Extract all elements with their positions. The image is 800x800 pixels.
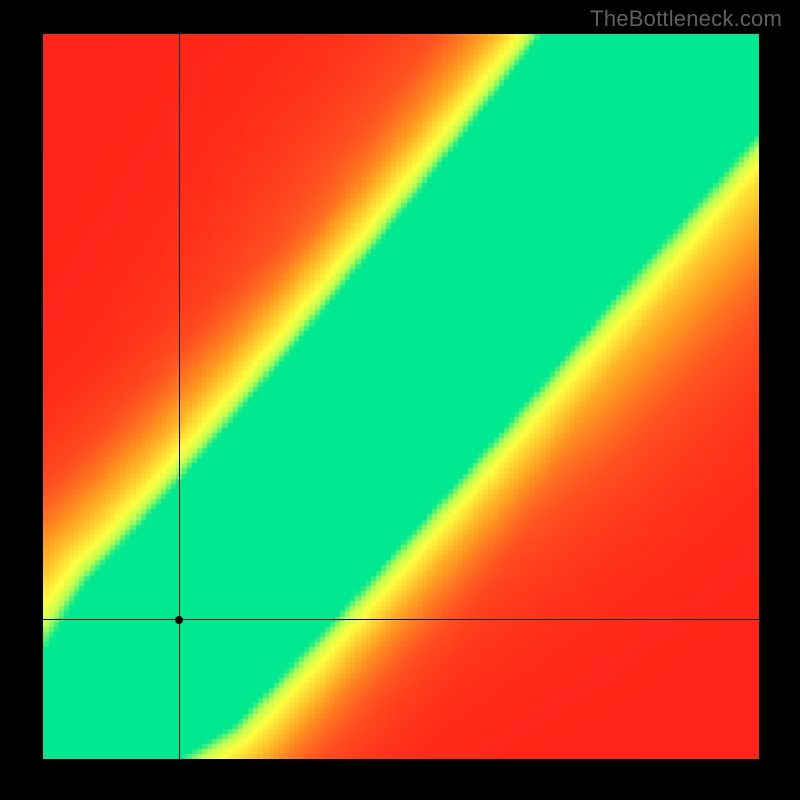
chart-frame: TheBottleneck.com xyxy=(0,0,800,800)
watermark-text: TheBottleneck.com xyxy=(590,6,782,32)
crosshair-horizontal xyxy=(43,619,759,620)
heatmap-canvas xyxy=(43,34,759,759)
crosshair-marker xyxy=(175,616,183,624)
crosshair-vertical xyxy=(179,34,180,759)
